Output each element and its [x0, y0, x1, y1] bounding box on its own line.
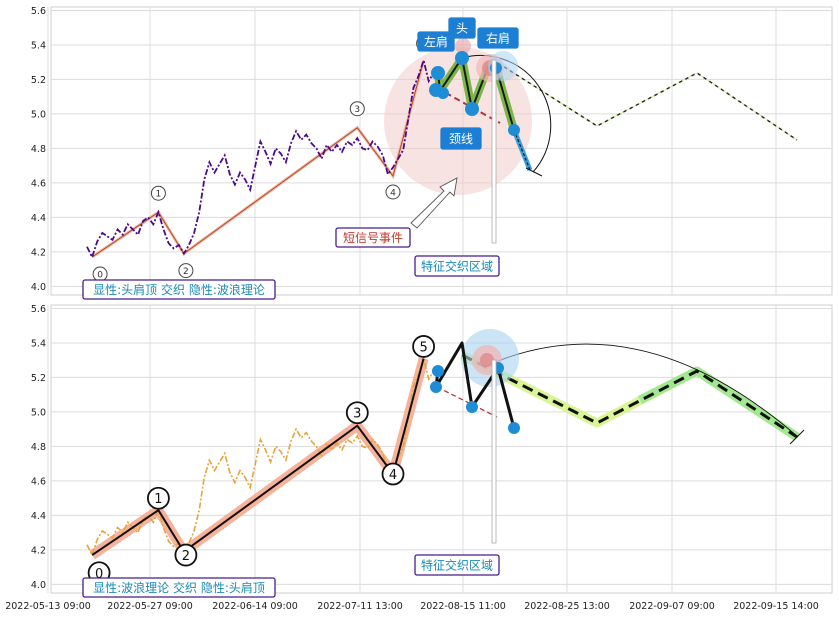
pattern-marker	[508, 422, 520, 434]
y-tick-label: 5.4	[31, 338, 46, 349]
y-tick-label: 4.8	[31, 144, 46, 155]
vertical-pointer	[491, 59, 497, 244]
right-shoulder-label: 右肩	[486, 31, 510, 46]
target-leg-dash	[513, 129, 531, 171]
pattern-marker	[431, 66, 445, 80]
wave-label: 0	[97, 271, 103, 281]
x-tick-label: 2022-09-15 14:00	[733, 601, 819, 612]
projection-line-accent	[497, 62, 798, 141]
pattern-marker	[430, 381, 442, 393]
y-tick-label: 4.2	[31, 545, 46, 556]
left-shoulder-label: 左肩	[424, 34, 448, 49]
wave-label: 1	[156, 190, 162, 200]
pattern-marker	[437, 87, 449, 99]
y-tick-label: 5.2	[31, 373, 46, 384]
wave-label: 2	[183, 267, 189, 277]
short-signal-label: 短信号事件	[343, 231, 403, 245]
x-tick-label: 2022-06-14 09:00	[212, 601, 298, 612]
head-label: 头	[456, 22, 468, 36]
wave-marker	[174, 543, 198, 567]
pattern-marker	[508, 124, 520, 136]
wave-label: 4	[389, 468, 397, 483]
y-tick-label: 5.4	[31, 40, 46, 51]
y-tick-label: 4.2	[31, 247, 46, 258]
wave-marker	[349, 101, 365, 117]
zone-label-box	[414, 255, 500, 277]
y-tick-label: 5.6	[31, 304, 46, 315]
y-tick-label: 4.6	[31, 178, 46, 189]
neckline-label-box	[440, 127, 482, 150]
panel-bottom: 4.0 4.2 4.4 4.6 4.8 5.0 5.2 5.4 5.6 0 1 2 3 4 5 特征交织区域显…	[5, 304, 833, 612]
x-tick-label: 2022-08-25 13:00	[524, 601, 610, 612]
y-tick-label: 5.2	[31, 75, 46, 86]
measure-arc	[487, 343, 799, 438]
neckline	[436, 386, 498, 418]
wave-label: 3	[354, 105, 360, 115]
price-series	[86, 57, 435, 260]
zone-label-box	[414, 554, 500, 576]
caption-label-box	[82, 279, 276, 300]
x-tick-label: 2022-07-11 13:00	[317, 601, 403, 612]
x-tick-label: 2022-08-15 11:00	[420, 601, 506, 612]
wave-marker	[385, 184, 401, 200]
x-tick-label: 2022-05-27 09:00	[107, 601, 193, 612]
wave-marker	[150, 185, 166, 201]
wave-label: 0	[95, 567, 103, 582]
wave-label: 3	[353, 407, 361, 422]
panel-top: 4.04.24.44.64.85.05.25.45.6012345左肩头右肩颈线…	[31, 6, 833, 300]
measure-tick	[525, 167, 543, 177]
y-tick-label: 4.0	[31, 580, 46, 591]
caption-label: 显性:波浪理论 交织 隐性:头肩顶	[93, 580, 265, 595]
pattern-marker	[432, 365, 444, 377]
zone-label: 特征交织区域	[421, 558, 493, 573]
wave-marker	[178, 263, 194, 279]
wave-label: 4	[390, 189, 396, 199]
left-shoulder-label-box	[417, 31, 455, 52]
y-tick-label: 4.4	[31, 511, 46, 522]
y-tick-label: 4.0	[31, 282, 46, 293]
y-tick-label: 4.8	[31, 442, 46, 453]
wave-marker	[412, 335, 436, 358]
caption-label-box	[82, 577, 276, 598]
wave-line	[91, 60, 425, 258]
glow-inner	[480, 353, 494, 367]
wave-marker	[146, 486, 170, 510]
y-tick-label: 5.6	[31, 6, 46, 17]
vertical-pointer	[491, 359, 497, 544]
wave-marker	[381, 462, 405, 486]
y-tick-label: 5.0	[31, 407, 46, 418]
caption-label: 显性:头肩顶 交织 隐性:波浪理论	[93, 282, 265, 297]
y-tick-label: 4.4	[31, 213, 46, 224]
pattern-marker	[455, 51, 469, 65]
wave-label: 5	[419, 340, 427, 355]
x-tick-label: 2022-05-13 09:00	[5, 601, 91, 612]
y-tick-label: 5.0	[31, 109, 46, 120]
price-series	[86, 355, 435, 558]
glow-head	[455, 38, 471, 54]
short-signal-label-box	[335, 227, 411, 248]
wave-line	[91, 358, 425, 556]
y-tick-label: 4.6	[31, 476, 46, 487]
neckline-label: 颈线	[449, 132, 473, 146]
measure-tick	[789, 429, 805, 445]
projection-line	[461, 353, 798, 439]
x-tick-label: 2022-09-07 09:00	[629, 601, 715, 612]
wave-label: 2	[182, 549, 190, 564]
zone-label: 特征交织区域	[421, 259, 493, 274]
signal-arrow	[410, 177, 458, 229]
wave-marker	[345, 401, 369, 425]
pattern-marker	[465, 102, 479, 116]
pattern-marker	[466, 401, 478, 413]
wave-label: 1	[154, 492, 162, 507]
right-shoulder-label-box	[477, 27, 519, 49]
head-label-box	[448, 17, 476, 39]
